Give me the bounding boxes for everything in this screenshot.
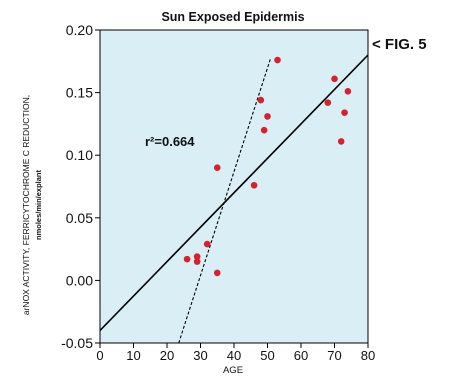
y-tick-label: -0.05 — [61, 335, 93, 351]
y-axis-label: arNOX ACTIVITY, FERRICYTOCHROME C REDUCT… — [21, 95, 31, 315]
x-tick-label: 60 — [294, 348, 308, 363]
data-point — [337, 138, 345, 145]
y-axis-units: nmoles/min/explant — [34, 169, 43, 240]
x-tick-label: 20 — [160, 348, 174, 363]
x-tick-label: 10 — [126, 348, 140, 363]
data-point — [257, 96, 265, 104]
y-tick-label: 0.05 — [66, 210, 93, 226]
data-point — [183, 255, 191, 263]
data-point — [213, 269, 221, 277]
data-point — [274, 56, 281, 64]
data-point — [324, 99, 332, 106]
data-point — [203, 240, 211, 248]
x-axis-label: AGE — [223, 365, 243, 376]
plot-area — [100, 30, 368, 343]
x-tick-label: 50 — [260, 348, 274, 363]
figure-label: < FIG. 5 — [372, 36, 427, 53]
data-point — [264, 113, 271, 120]
data-point — [260, 126, 268, 134]
r-squared-annotation: r²=0.664 — [145, 134, 195, 149]
data-point — [193, 258, 201, 265]
y-tick-label: 0.20 — [66, 22, 93, 38]
x-tick-label: 30 — [193, 348, 207, 363]
regression-line — [100, 54, 368, 332]
x-tick-label: 0 — [96, 348, 103, 363]
x-tick-label: 70 — [327, 348, 341, 363]
data-point — [331, 75, 338, 83]
x-tick-label: 40 — [227, 348, 241, 363]
chart-title: Sun Exposed Epidermis — [161, 10, 304, 24]
data-point — [341, 109, 348, 116]
x-tick-label: 80 — [361, 348, 375, 363]
data-point — [250, 181, 258, 189]
data-point — [213, 164, 221, 172]
y-tick-label: 0.15 — [66, 85, 93, 101]
data-point — [344, 88, 352, 95]
data-point — [193, 253, 201, 260]
data-points — [183, 56, 352, 277]
x-axis-ticks: 0 10 20 30 40 50 60 70 80 — [96, 343, 375, 363]
y-tick-label: 0.10 — [66, 147, 93, 163]
y-axis-ticks: -0.05 0.00 0.05 0.10 0.15 0.20 — [61, 22, 100, 351]
y-tick-label: 0.00 — [66, 272, 93, 288]
fit-lines — [100, 54, 368, 343]
